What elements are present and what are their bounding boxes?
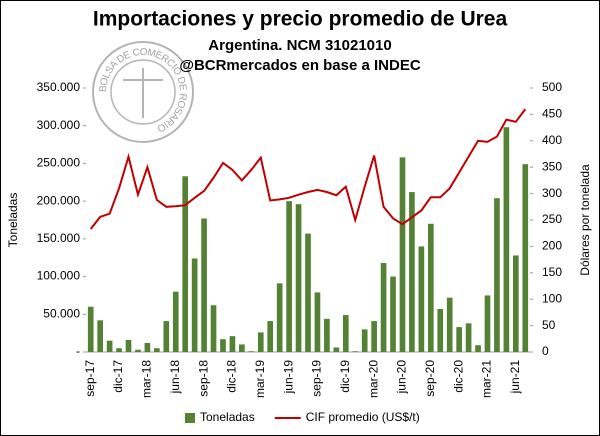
x-tick-label: mar-20 <box>366 360 380 398</box>
bar <box>257 332 264 352</box>
y2-tick-label: 500 <box>542 80 562 94</box>
bar <box>494 198 500 352</box>
bar <box>333 347 340 352</box>
chart-subtitle: @BCRmercados en base a INDEC <box>179 57 421 74</box>
x-tick-label: sep-17 <box>83 360 97 397</box>
bar <box>229 336 236 352</box>
bar <box>163 321 170 352</box>
bar <box>456 327 462 352</box>
bar <box>144 342 151 352</box>
logo-ring <box>92 41 194 143</box>
bar <box>437 309 444 352</box>
bar <box>87 306 94 352</box>
chart-title: Importaciones y precio promedio de Urea <box>93 8 508 31</box>
bar <box>427 223 434 352</box>
bar <box>154 348 160 352</box>
bar <box>135 349 141 352</box>
x-tick-label: jun-19 <box>281 360 295 395</box>
x-tick-label: dic-18 <box>225 360 239 393</box>
legend-label: Toneladas <box>200 410 255 424</box>
y-tick-label: 50.000 <box>43 306 80 320</box>
bar <box>475 345 481 352</box>
bar <box>286 201 292 352</box>
x-tick-label: jun-20 <box>395 360 409 395</box>
x-tick-label: sep-20 <box>423 360 437 397</box>
bar <box>276 283 283 352</box>
bar <box>503 127 510 352</box>
bar <box>239 344 245 352</box>
x-tick-label: mar-19 <box>253 360 267 398</box>
y-tick-label: 200.000 <box>37 193 81 207</box>
bar <box>465 323 472 352</box>
bar <box>116 348 122 352</box>
x-tick-label: dic-20 <box>451 360 465 393</box>
legend-label: CIF promedio (US$/t) <box>306 410 420 424</box>
y-tick-label: 150.000 <box>37 231 81 245</box>
bar <box>342 315 349 352</box>
y-tick-label: 350.000 <box>37 80 81 94</box>
bar <box>248 351 255 352</box>
bar <box>352 351 359 352</box>
bar <box>220 339 226 352</box>
x-tick-label: sep-19 <box>310 360 324 397</box>
y-tick-label: 300.000 <box>37 118 81 132</box>
logo-ring <box>110 59 176 125</box>
chart-subtitle: Argentina. NCM 31021010 <box>208 37 391 54</box>
x-tick-label: dic-19 <box>338 360 352 393</box>
bar <box>305 233 311 352</box>
bar <box>324 318 330 352</box>
legend-swatch <box>185 413 195 423</box>
bar <box>210 305 217 352</box>
bar <box>418 246 425 352</box>
bar <box>295 204 302 352</box>
y-tick-label: 250.000 <box>37 156 81 170</box>
bar <box>172 291 179 352</box>
bar <box>125 339 132 352</box>
x-tick-label: sep-18 <box>196 360 210 397</box>
y2-tick-label: 0 <box>542 344 549 358</box>
y2-tick-label: 400 <box>542 133 562 147</box>
y-tick-label: 100.000 <box>37 269 81 283</box>
bar <box>522 164 529 352</box>
bar <box>191 258 198 352</box>
x-tick-label: jun-18 <box>168 360 182 395</box>
bar <box>314 292 321 352</box>
bar <box>484 295 491 352</box>
y2-tick-label: 200 <box>542 239 562 253</box>
x-tick-label: mar-18 <box>140 360 154 398</box>
bar <box>390 276 396 352</box>
y2-tick-label: 50 <box>542 318 556 332</box>
bar <box>380 262 387 352</box>
x-tick-label: mar-21 <box>480 360 494 398</box>
y2-tick-label: 100 <box>542 291 562 305</box>
y2-axis-label: Dólares por tonelada <box>578 164 592 276</box>
y2-tick-label: 150 <box>542 265 562 279</box>
y2-tick-label: 350 <box>542 159 562 173</box>
bar <box>361 329 368 352</box>
bar <box>371 321 377 352</box>
bar <box>97 320 104 352</box>
bar <box>201 218 207 352</box>
bar <box>267 321 274 352</box>
y2-tick-label: 300 <box>542 186 562 200</box>
bar <box>182 176 189 352</box>
y2-tick-label: 250 <box>542 212 562 226</box>
x-tick-label: dic-17 <box>111 360 125 393</box>
y2-tick-label: 450 <box>542 107 562 121</box>
line <box>89 108 527 230</box>
y-axis-label: Toneladas <box>6 193 20 248</box>
bar <box>106 340 113 352</box>
y-tick-label: - <box>76 344 80 358</box>
bar <box>512 255 519 352</box>
bar <box>446 297 453 352</box>
bar <box>399 157 406 352</box>
bar <box>409 192 415 352</box>
x-tick-label: jun-21 <box>508 360 522 395</box>
